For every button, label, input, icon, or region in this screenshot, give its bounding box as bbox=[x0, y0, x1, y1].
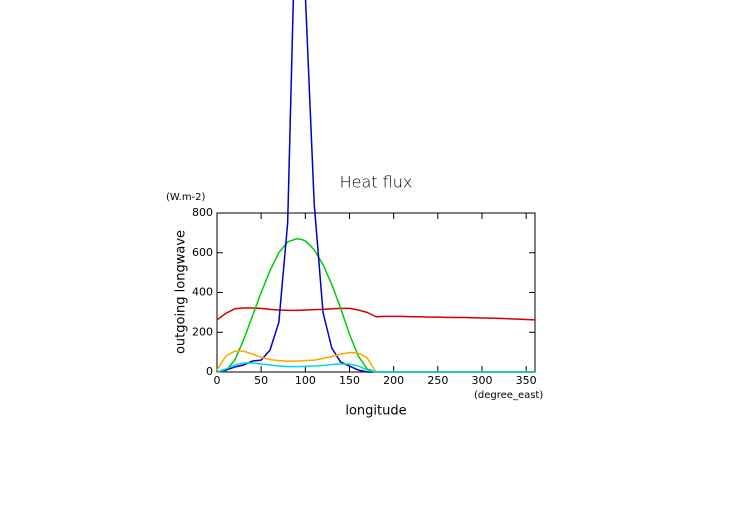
y-tick-label: 800 bbox=[192, 206, 213, 219]
x-tick-label: 50 bbox=[254, 374, 268, 387]
x-tick-label: 350 bbox=[516, 374, 537, 387]
x-tick-label: 200 bbox=[383, 374, 404, 387]
x-tick-label: 0 bbox=[214, 374, 221, 387]
y-axis-label: outgoing longwave bbox=[174, 230, 189, 354]
y-tick-label: 0 bbox=[206, 365, 213, 378]
x-units: (degree_east) bbox=[474, 390, 543, 401]
x-axis-label: longitude bbox=[345, 404, 406, 419]
y-tick-label: 400 bbox=[192, 286, 213, 299]
x-tick-label: 250 bbox=[427, 374, 448, 387]
y-tick-label: 600 bbox=[192, 246, 213, 259]
plot-frame bbox=[216, 212, 536, 373]
y-tick-label: 200 bbox=[192, 325, 213, 338]
x-tick-label: 300 bbox=[472, 374, 493, 387]
data-line bbox=[216, 362, 535, 373]
y-units: (W.m-2) bbox=[166, 192, 206, 203]
data-line bbox=[216, 350, 535, 373]
x-tick-label: 100 bbox=[295, 374, 316, 387]
data-line bbox=[216, 238, 535, 373]
x-tick-label: 150 bbox=[339, 374, 360, 387]
data-line bbox=[216, 307, 536, 321]
chart-title: Heat flux bbox=[340, 173, 413, 192]
